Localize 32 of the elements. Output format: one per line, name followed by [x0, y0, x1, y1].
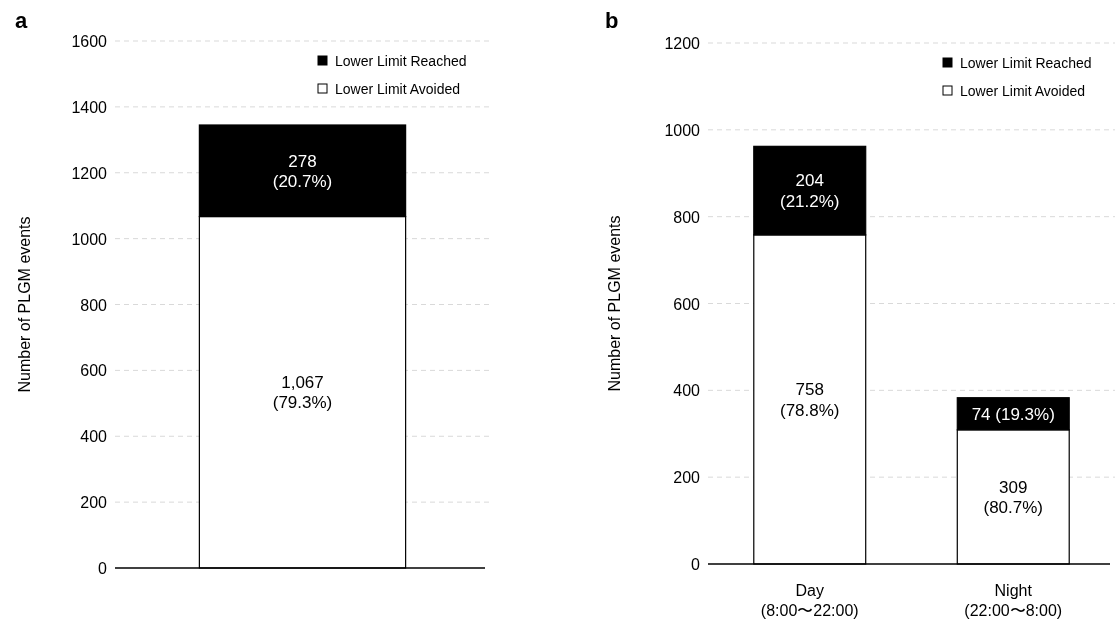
y-tick-label: 1200: [664, 34, 701, 52]
data-label: 204 (21.2%): [779, 170, 840, 211]
y-tick-label: 600: [673, 295, 701, 312]
y-tick-label: 0: [691, 555, 701, 573]
x-tick-label: Night (22:00〜8:00): [964, 581, 1063, 619]
chart-title: b: [605, 8, 619, 33]
chart-title: a: [15, 8, 28, 33]
legend-label: Lower Limit Reached: [335, 53, 467, 69]
legend-label: Lower Limit Avoided: [335, 81, 461, 97]
y-tick-label: 800: [673, 208, 701, 226]
y-tick-label: 1000: [664, 121, 701, 139]
y-tick-label: 600: [80, 361, 108, 379]
data-label: 758 (78.8%): [779, 379, 840, 420]
y-tick-label: 1200: [71, 164, 108, 182]
y-tick-label: 1000: [71, 230, 108, 248]
legend-label: Lower Limit Reached: [960, 55, 1092, 71]
x-tick-label: Day (8:00〜22:00): [760, 581, 859, 619]
data-label: 1,067 (79.3%): [272, 372, 333, 412]
legend-label: Lower Limit Avoided: [960, 83, 1086, 99]
y-tick-label: 0: [98, 559, 108, 577]
y-tick-label: 400: [80, 427, 108, 445]
y-tick-label: 200: [673, 468, 701, 486]
y-tick-label: 200: [80, 493, 108, 511]
y-tick-label: 1400: [71, 98, 108, 116]
y-axis-title: Number of PLGM events: [605, 215, 623, 392]
data-label: 278 (20.7%): [272, 151, 333, 191]
y-tick-label: 400: [673, 381, 701, 399]
data-label: 74 (19.3%): [971, 404, 1055, 424]
y-tick-label: 800: [80, 296, 108, 313]
y-tick-label: 1600: [71, 32, 108, 50]
data-label: 309 (80.7%): [983, 477, 1044, 517]
y-axis-title: Number of PLGM events: [15, 216, 33, 393]
